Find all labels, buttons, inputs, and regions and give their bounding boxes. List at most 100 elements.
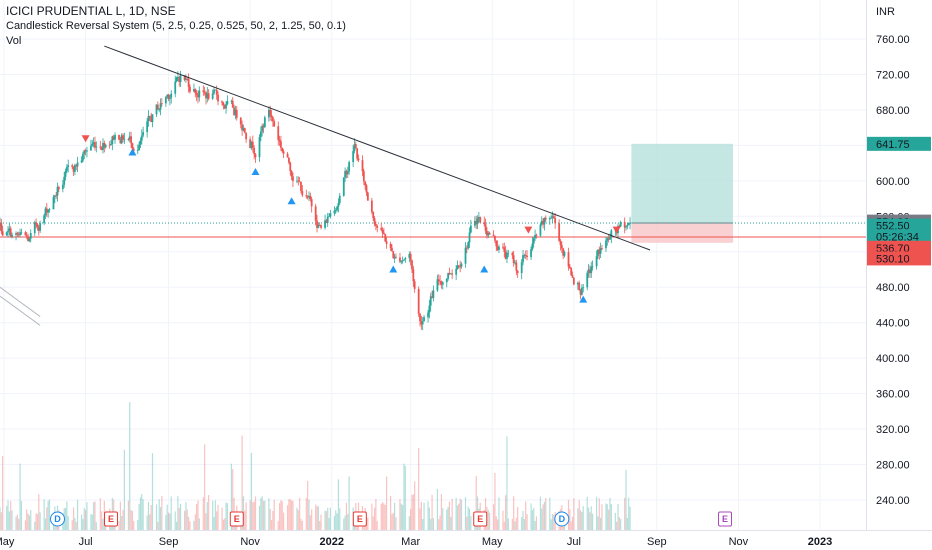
candle-body xyxy=(150,116,153,123)
candle-body xyxy=(48,209,51,211)
volume-bar xyxy=(467,506,469,530)
candle-body xyxy=(120,135,123,144)
volume-bar xyxy=(419,508,421,530)
candle-body xyxy=(558,223,561,241)
candle-body xyxy=(92,142,95,144)
candle-body xyxy=(177,77,179,78)
indicator-label[interactable]: Candlestick Reversal System (5, 2.5, 0.2… xyxy=(6,20,346,32)
time-axis[interactable]: May Jul Sep Nov 2022 Mar May Jul Sep Nov 2023 xyxy=(0,530,932,550)
candle-body xyxy=(207,93,210,99)
volume-bar xyxy=(345,502,348,530)
volume-bar xyxy=(456,505,459,530)
candle-body xyxy=(33,222,36,234)
candle-body xyxy=(543,217,546,225)
volume-bar xyxy=(261,496,263,530)
candle-body xyxy=(67,165,70,167)
volume-bar xyxy=(447,507,449,530)
volume-bar xyxy=(141,494,143,530)
volume-bar xyxy=(348,476,350,530)
chart-legend[interactable]: ICICI PRUDENTIAL L, 1D, NSE Candlestick … xyxy=(6,4,346,49)
volume-bar xyxy=(11,510,13,530)
grid-lines xyxy=(0,0,866,530)
candle-body xyxy=(123,138,126,140)
currency-label: INR xyxy=(876,6,895,18)
volume-bar xyxy=(541,508,543,530)
volume-bar xyxy=(324,510,326,530)
volume-bar xyxy=(6,505,8,530)
candle-body xyxy=(166,94,169,97)
candle-body xyxy=(404,257,407,260)
volume-bar xyxy=(34,521,36,530)
candle-body xyxy=(250,141,253,149)
candle-body xyxy=(280,141,282,148)
candle-body xyxy=(281,147,284,152)
candle-body xyxy=(230,100,233,102)
volume-bar xyxy=(169,513,171,530)
candle-body xyxy=(448,273,451,274)
channel-line xyxy=(0,295,41,326)
candle-body xyxy=(102,143,104,150)
volume-bar xyxy=(420,501,422,530)
candle-body xyxy=(520,262,523,274)
time-tick-label: Jul xyxy=(567,536,581,548)
volume-bar xyxy=(94,501,96,530)
volume-bar xyxy=(202,497,204,530)
volume-bar xyxy=(305,497,307,530)
volume-bar xyxy=(395,517,397,530)
volume-bar xyxy=(616,521,618,530)
candle-body xyxy=(84,150,87,152)
volume-bar xyxy=(307,481,309,530)
drawing-lines[interactable] xyxy=(0,45,651,326)
candle-body xyxy=(325,220,328,223)
price-tag-label: 641.75 xyxy=(876,139,910,151)
price-tick-label: 400.00 xyxy=(876,353,910,365)
candle-body xyxy=(136,149,139,151)
volume-bar xyxy=(262,500,265,530)
volume-label[interactable]: Vol xyxy=(6,35,22,47)
volume-bar xyxy=(151,453,154,530)
candle-body xyxy=(395,256,397,258)
candle-body xyxy=(178,77,181,83)
volume-bar xyxy=(610,504,612,530)
volume-bar xyxy=(597,516,599,530)
candle-body xyxy=(308,195,310,198)
volume-bar xyxy=(165,514,167,530)
candle-body xyxy=(580,287,583,295)
volume-bar xyxy=(309,515,311,530)
volume-bar xyxy=(608,509,610,530)
candle-body xyxy=(243,128,246,133)
volume-bar xyxy=(535,516,538,530)
volume-bar xyxy=(216,511,218,530)
candle-body xyxy=(421,321,424,325)
earnings-label: E xyxy=(477,514,483,524)
candle-body xyxy=(362,171,365,182)
volume-bar xyxy=(155,504,158,530)
candle-body xyxy=(423,317,425,322)
candle-body xyxy=(35,222,38,225)
candle-body xyxy=(429,296,432,306)
candle-body xyxy=(11,234,13,237)
volume-bar xyxy=(157,521,159,530)
symbol-title[interactable]: ICICI PRUDENTIAL L, 1D, NSE xyxy=(6,4,176,18)
volume-bar xyxy=(438,519,440,530)
volume-bar xyxy=(620,518,622,530)
volume-bar xyxy=(371,503,373,530)
volume-bar xyxy=(573,498,575,530)
candle-body xyxy=(539,224,542,236)
candle-body xyxy=(63,176,66,185)
volume-bar xyxy=(526,514,528,530)
volume-bar xyxy=(194,514,196,530)
volume-bar xyxy=(511,518,513,530)
volume-bar xyxy=(224,518,226,530)
price-tick-label: 320.00 xyxy=(876,424,910,436)
candle-body xyxy=(552,216,555,218)
volume-bar xyxy=(493,504,495,530)
price-axis[interactable]: INR760.00720.00680.00640.00600.00560.005… xyxy=(866,0,932,550)
candle-body xyxy=(297,180,300,182)
volume-bar xyxy=(64,507,67,530)
candle-body xyxy=(488,232,491,235)
candle-body xyxy=(9,228,12,237)
volume-bar xyxy=(618,517,620,530)
